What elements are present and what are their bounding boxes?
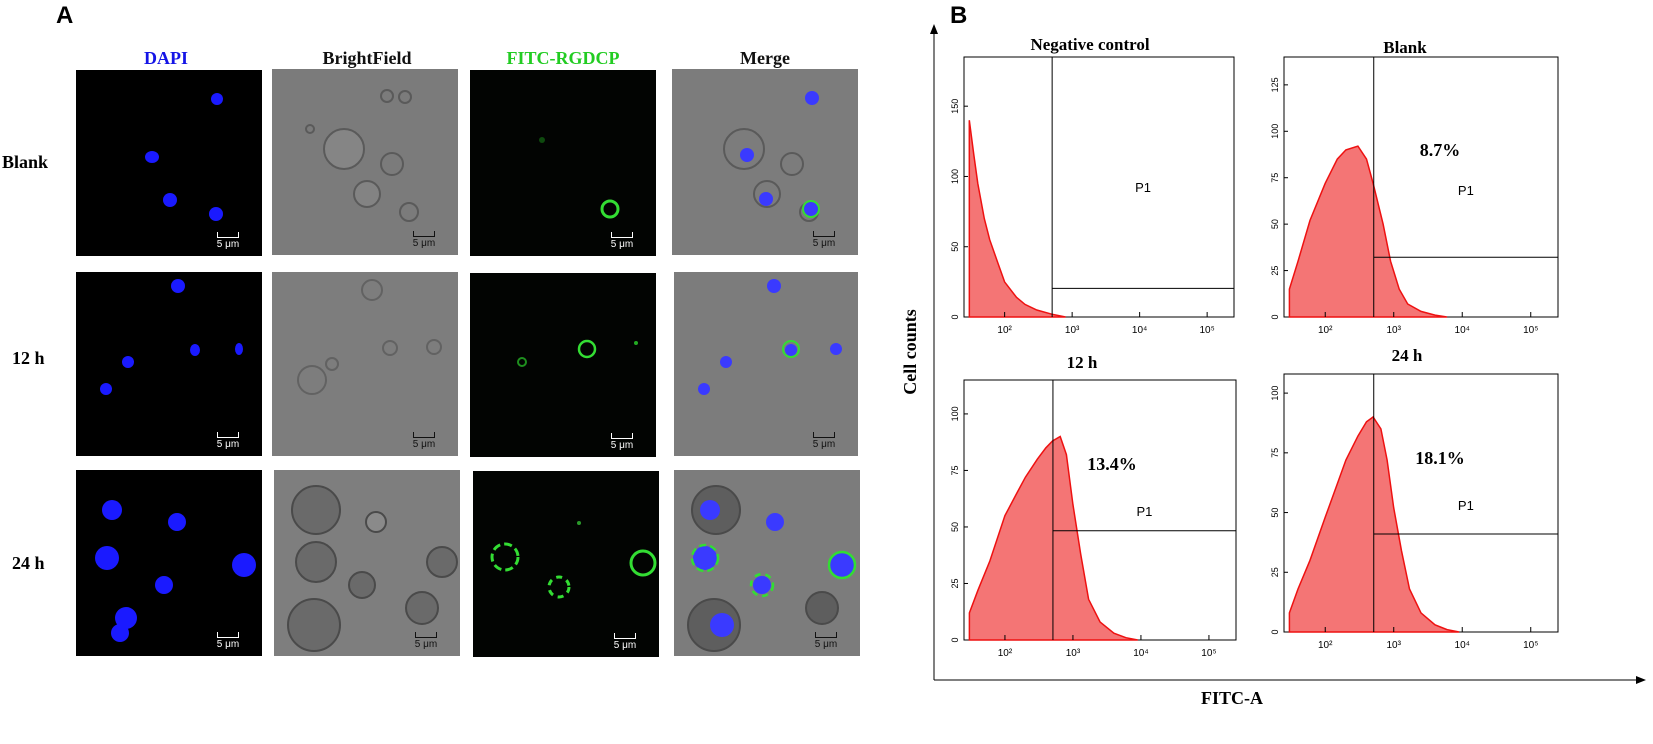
row-header-24h: 24 h	[12, 553, 45, 573]
y-tick-label: 100	[950, 169, 960, 184]
image-dapi-12h: 5 μm	[76, 272, 262, 456]
y-tick-label: 25	[950, 578, 960, 588]
y-tick-label: 75	[950, 465, 960, 475]
panel-b-label: B	[950, 2, 968, 29]
x-axis-label: FITC-A	[1201, 688, 1263, 708]
x-tick-label: 10⁴	[1133, 648, 1148, 659]
x-tick-label: 10²	[1318, 325, 1333, 336]
image-merge-24h: 5 μm	[674, 470, 860, 656]
row-header-blank: Blank	[2, 152, 49, 172]
gate-percent-3: 18.1%	[1415, 448, 1465, 468]
gate-percent-1: 8.7%	[1420, 140, 1461, 160]
image-brightfield-12h: 5 μm	[272, 272, 458, 456]
y-tick-label: 25	[1270, 266, 1280, 276]
image-dapi-24h: 5 μm	[76, 470, 262, 656]
y-tick-label: 50	[950, 242, 960, 252]
x-tick-label: 10⁴	[1455, 325, 1470, 336]
gate-label-2: P1	[1137, 504, 1153, 519]
histogram-title-1: Blank	[1383, 38, 1427, 57]
y-tick-label: 100	[1270, 124, 1280, 139]
y-tick-label: 50	[950, 522, 960, 532]
y-tick-label: 75	[1270, 448, 1280, 458]
histogram-area-1	[1288, 145, 1448, 318]
y-tick-label: 150	[950, 99, 960, 114]
image-merge-12h: 5 μm	[674, 272, 858, 456]
histogram-area-2	[968, 435, 1138, 641]
outer-y-axis-arrow	[930, 24, 938, 34]
x-tick-label: 10³	[1066, 648, 1081, 659]
image-dapi-blank: 5 μm	[76, 70, 262, 256]
panel-a-label: A	[56, 2, 74, 29]
gate-label-0: P1	[1135, 180, 1151, 195]
y-tick-label: 0	[1270, 629, 1280, 634]
gate-label-1: P1	[1458, 183, 1474, 198]
column-header-merge: Merge	[740, 48, 790, 68]
y-tick-label: 75	[1270, 173, 1280, 183]
y-axis-label: Cell counts	[900, 309, 920, 395]
column-header-brightfield: BrightField	[322, 48, 412, 68]
x-tick-label: 10⁵	[1523, 325, 1538, 336]
y-tick-label: 0	[950, 637, 960, 642]
x-tick-label: 10⁵	[1201, 648, 1216, 659]
x-tick-label: 10⁴	[1132, 325, 1147, 336]
x-tick-label: 10⁵	[1523, 640, 1538, 651]
x-tick-label: 10²	[998, 648, 1013, 659]
y-tick-label: 25	[1270, 567, 1280, 577]
x-tick-label: 10⁵	[1199, 325, 1214, 336]
image-merge-blank: 5 μm	[672, 69, 858, 255]
row-header-12h: 12 h	[12, 348, 45, 368]
y-tick-label: 125	[1270, 77, 1280, 92]
image-fitc-blank: 5 μm	[470, 70, 656, 256]
image-fitc-12h: 5 μm	[470, 273, 656, 457]
column-header-fitc: FITC-RGDCP	[506, 48, 620, 68]
y-tick-label: 50	[1270, 219, 1280, 229]
x-tick-label: 10⁴	[1455, 640, 1470, 651]
column-header-dapi: DAPI	[144, 48, 188, 68]
gate-percent-2: 13.4%	[1087, 454, 1137, 474]
x-tick-label: 10²	[997, 325, 1012, 336]
y-tick-label: 0	[950, 314, 960, 319]
histogram-frame-0	[963, 56, 1235, 318]
x-tick-label: 10³	[1387, 325, 1402, 336]
y-tick-label: 100	[1270, 386, 1280, 401]
image-brightfield-24h: 5 μm	[274, 470, 460, 656]
histogram-title-0: Negative control	[1030, 35, 1149, 54]
x-tick-label: 10²	[1318, 640, 1333, 651]
y-tick-label: 100	[950, 406, 960, 421]
x-tick-label: 10³	[1387, 640, 1402, 651]
image-fitc-24h: 5 μm	[473, 471, 659, 657]
histogram-area-3	[1288, 415, 1460, 633]
histogram-area-0	[968, 120, 1066, 318]
y-tick-label: 0	[1270, 314, 1280, 319]
histogram-title-3: 24 h	[1392, 346, 1423, 365]
histogram-title-2: 12 h	[1067, 353, 1098, 372]
outer-x-axis-arrow	[1636, 676, 1646, 684]
image-brightfield-blank: 5 μm	[272, 69, 458, 255]
y-tick-label: 50	[1270, 508, 1280, 518]
x-tick-label: 10³	[1065, 325, 1080, 336]
gate-label-3: P1	[1458, 498, 1474, 513]
